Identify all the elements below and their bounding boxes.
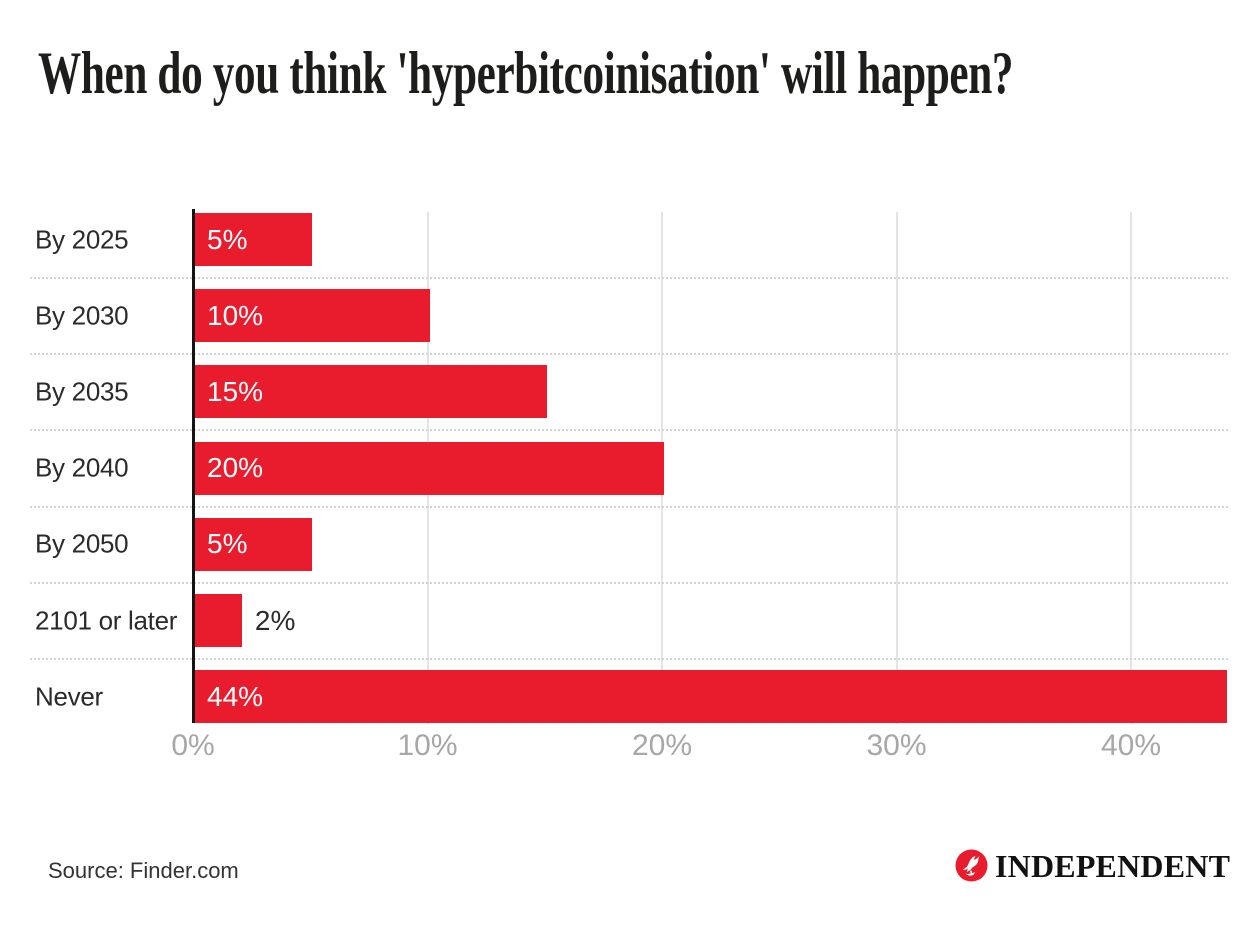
bar xyxy=(195,441,664,495)
bar xyxy=(195,517,313,571)
category-label: By 2025 xyxy=(35,224,129,254)
row-separator xyxy=(30,353,1228,356)
bar-value-label: 2% xyxy=(254,604,296,636)
row-separator xyxy=(30,505,1228,508)
x-tick-label: 20% xyxy=(631,729,693,762)
gridline-40% xyxy=(1130,212,1132,724)
bar-value-label: 5% xyxy=(207,223,248,255)
independent-eagle-icon xyxy=(955,848,988,882)
x-tick-label: 40% xyxy=(1100,729,1162,762)
row-separator xyxy=(30,581,1228,584)
chart-title: When do you think 'hyperbitcoinisation' … xyxy=(38,40,1014,106)
bar xyxy=(195,594,242,647)
category-label: Never xyxy=(35,681,103,712)
row-separator xyxy=(30,429,1228,432)
bar xyxy=(195,365,547,419)
bar-value-label: 5% xyxy=(207,528,248,560)
independent-wordmark: INDEPENDENT xyxy=(995,848,1231,884)
row-separator xyxy=(30,277,1228,279)
row-separator xyxy=(30,658,1228,660)
category-label: By 2050 xyxy=(35,528,129,559)
bar-value-label: 15% xyxy=(207,375,264,407)
bar-value-label: 44% xyxy=(207,680,264,712)
gridline-30% xyxy=(895,212,898,724)
x-tick-label: 30% xyxy=(866,729,927,762)
source-credit: Source: Finder.com xyxy=(48,858,239,883)
y-axis-line xyxy=(192,209,195,723)
independent-logo: INDEPENDENT xyxy=(955,848,1230,882)
bar xyxy=(195,213,313,266)
category-label: By 2040 xyxy=(35,452,129,483)
category-label: 2101 or later xyxy=(35,605,178,635)
bar-value-label: 10% xyxy=(207,299,264,331)
x-tick-label: 10% xyxy=(397,729,458,762)
bar xyxy=(195,289,430,343)
category-label: By 2035 xyxy=(35,376,129,407)
bar-value-label: 20% xyxy=(207,452,264,484)
category-label: By 2030 xyxy=(35,300,129,331)
bar xyxy=(195,670,1227,724)
x-tick-label: 0% xyxy=(171,729,215,762)
